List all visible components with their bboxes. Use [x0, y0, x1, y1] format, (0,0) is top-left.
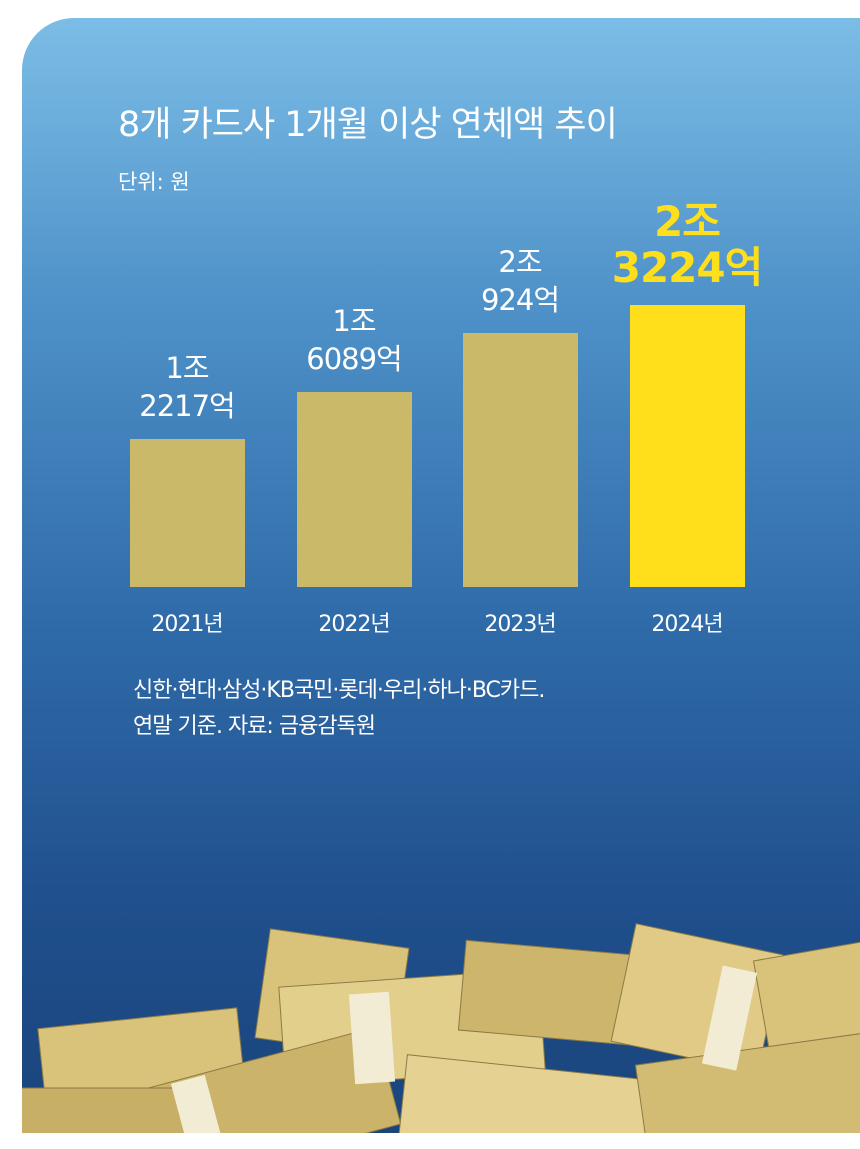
value-label: 2조 3224억 — [611, 197, 764, 292]
value-label: 1조 6089억 — [306, 303, 402, 376]
money-illustration — [22, 923, 860, 1133]
x-tick-label: 2024년 — [651, 612, 723, 637]
value-label: 1조 2217억 — [139, 350, 235, 423]
x-tick-label: 2022년 — [318, 612, 390, 637]
bar — [462, 332, 578, 587]
chart-title: 8개 카드사 1개월 이상 연체액 추이 — [118, 105, 618, 145]
bar — [629, 305, 745, 587]
note: 연말 기준. 자료: 금융감독원 — [133, 714, 376, 739]
x-tick-label: 2021년 — [151, 612, 223, 637]
unit-label: 단위: 원 — [118, 170, 190, 194]
bar — [129, 438, 245, 587]
bar — [296, 391, 412, 587]
note: 신한·현대·삼성·KB국민·롯데·우리·하나·BC카드. — [133, 678, 545, 703]
value-label: 2조 924억 — [480, 244, 560, 317]
x-tick-label: 2023년 — [484, 612, 556, 637]
